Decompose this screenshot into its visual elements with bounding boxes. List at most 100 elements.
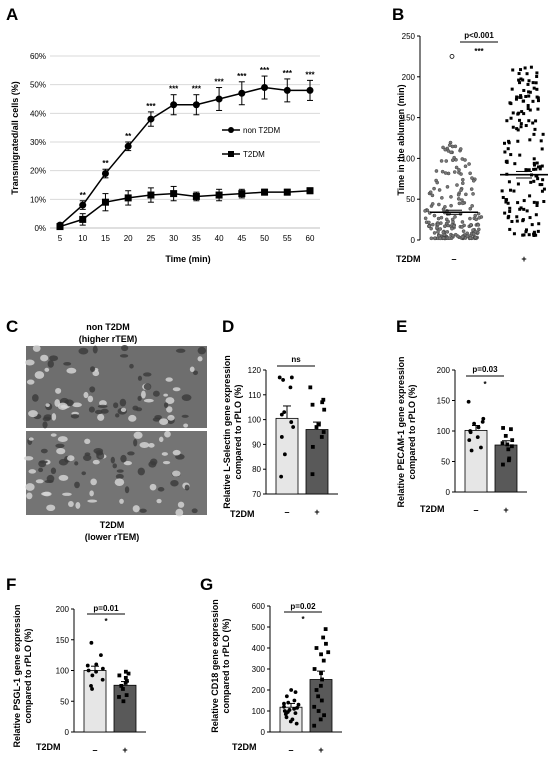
panel-e-point-t2dm: [501, 462, 505, 467]
micrograph-cell: [90, 366, 96, 372]
panel-a-significance-stars: **: [102, 159, 109, 168]
panel-b-ytick-label: 200: [402, 73, 416, 82]
panel-letter-g: G: [200, 575, 213, 594]
panel-b-point-t2dm: [522, 207, 526, 211]
panel-b-point-t2dm: [515, 95, 519, 99]
micrograph-cell: [143, 398, 154, 403]
micrograph-cell: [137, 395, 142, 401]
panel-f-ytick-label: 100: [56, 667, 70, 676]
panel-b-point-non-t2dm: [460, 177, 465, 182]
panel-g-point-non-t2dm: [284, 694, 289, 699]
panel-b-point-t2dm: [512, 232, 516, 236]
panel-b-point-t2dm: [535, 161, 539, 165]
panel-b-point-non-t2dm: [439, 159, 444, 163]
panel-e-point-non-t2dm: [472, 421, 476, 426]
panel-b-point-t2dm: [521, 233, 525, 237]
panel-a-xlabel: Time (min): [165, 254, 210, 264]
micrograph-cell: [110, 456, 115, 464]
panel-b-point-t2dm: [536, 99, 540, 103]
micrograph-cell: [123, 461, 132, 466]
panel-d-point-t2dm: [310, 444, 315, 449]
panel-a-xtick-label: 10: [78, 234, 87, 243]
panel-a-significance-stars: ***: [169, 85, 179, 94]
panel-a-ylabel: Transmigrated/all cells (%): [10, 81, 20, 195]
micrograph-cell: [26, 379, 35, 385]
panel-b-point-t2dm: [522, 88, 526, 92]
panel-e-point-t2dm: [507, 458, 511, 463]
panel-g-point-t2dm: [319, 671, 323, 676]
panel-b-point-t2dm: [506, 201, 510, 205]
panel-a-significance-stars: ***: [192, 85, 202, 94]
panel-g-ylabel-1: Relative CD18 gene expression: [210, 599, 220, 733]
panel-f-point-non-t2dm: [100, 666, 105, 671]
micrograph-cell: [183, 423, 189, 428]
micrograph-cell: [132, 505, 140, 513]
panel-b-point-non-t2dm: [477, 216, 481, 220]
panel-b-ytick-label: 0: [411, 236, 416, 245]
panel-d-point-t2dm: [322, 407, 327, 412]
panel-g-point-t2dm: [323, 627, 328, 631]
panel-b-scatter: Time in the ablumen (min) p<0.001 *** T2…: [396, 31, 548, 264]
panel-b-point-t2dm: [506, 147, 510, 151]
panel-c-top-title-1: non T2DM: [86, 322, 130, 332]
panel-d-ylabel-1: Relative L-Selectin gene expression: [222, 355, 232, 509]
panel-a-significance-stars: ***: [146, 102, 156, 111]
panel-f-point-non-t2dm: [90, 673, 95, 678]
panel-b-point-non-t2dm: [463, 164, 468, 169]
panel-b-point-t2dm: [524, 228, 528, 232]
panel-a-ytick-label: 10%: [30, 195, 46, 204]
panel-b-point-t2dm: [530, 223, 534, 227]
panel-f-category-label: +: [122, 745, 127, 755]
panel-b-point-t2dm: [534, 213, 538, 217]
panel-b-point-t2dm: [542, 187, 546, 191]
panel-a-significance-stars: ***: [305, 70, 315, 79]
panel-b-point-t2dm: [508, 209, 512, 213]
micrograph-cell: [47, 360, 54, 368]
panel-b-point-t2dm: [527, 94, 531, 98]
micrograph-cell: [74, 481, 80, 489]
panel-a-point-non-t2dm: [192, 101, 200, 109]
panel-a-point-t2dm: [124, 194, 132, 202]
panel-a-xtick-label: 30: [169, 234, 178, 243]
panel-c-micrographs: non T2DM (higher rTEM) T2DM (lower rTEM): [23, 322, 207, 542]
panel-b-point-t2dm: [536, 177, 540, 181]
micrograph-cell: [63, 361, 72, 366]
panel-d-point-non-t2dm: [279, 412, 284, 417]
panel-b-point-t2dm: [528, 138, 532, 142]
panel-g-point-non-t2dm: [294, 721, 299, 726]
panel-b-point-non-t2dm: [476, 223, 481, 227]
panel-d-point-non-t2dm: [289, 375, 294, 380]
micrograph-cell: [120, 454, 127, 463]
panel-b-stars: ***: [474, 47, 484, 56]
panel-g-point-t2dm: [319, 652, 323, 657]
micrograph-cell: [70, 414, 80, 419]
panel-d-ytick-label: 80: [252, 465, 261, 474]
panel-b-point-non-t2dm: [437, 188, 442, 192]
micrograph-cell: [62, 492, 72, 496]
panel-g-point-non-t2dm: [286, 700, 291, 705]
panel-b-point-t2dm: [521, 218, 525, 222]
panel-b-point-non-t2dm: [457, 201, 462, 206]
micrograph-cell: [158, 436, 164, 443]
micrograph-cell: [189, 366, 195, 373]
panel-f-point-non-t2dm: [100, 677, 105, 682]
panel-d-point-non-t2dm: [279, 435, 284, 439]
panel-b-point-t2dm: [516, 182, 520, 186]
panel-g-point-non-t2dm: [292, 707, 296, 711]
panel-b-point-t2dm: [542, 200, 546, 204]
micrograph-cell: [161, 452, 168, 456]
panel-b-point-non-t2dm: [441, 230, 446, 235]
panel-f-point-non-t2dm: [86, 668, 91, 673]
micrograph-cell: [139, 508, 147, 513]
panel-f-point-t2dm: [123, 675, 128, 680]
panel-a-significance-stars: **: [125, 132, 132, 141]
micrograph-cell: [167, 414, 175, 421]
panel-g-point-t2dm: [316, 709, 321, 713]
panel-d-point-t2dm: [319, 435, 324, 439]
panel-a-xtick-label: 20: [124, 234, 133, 243]
panel-b-point-non-t2dm: [454, 158, 458, 162]
panel-b-point-t2dm: [532, 161, 536, 165]
micrograph-cell: [55, 387, 62, 394]
panel-b-point-t2dm: [503, 141, 507, 145]
panel-b-point-t2dm: [517, 78, 521, 82]
